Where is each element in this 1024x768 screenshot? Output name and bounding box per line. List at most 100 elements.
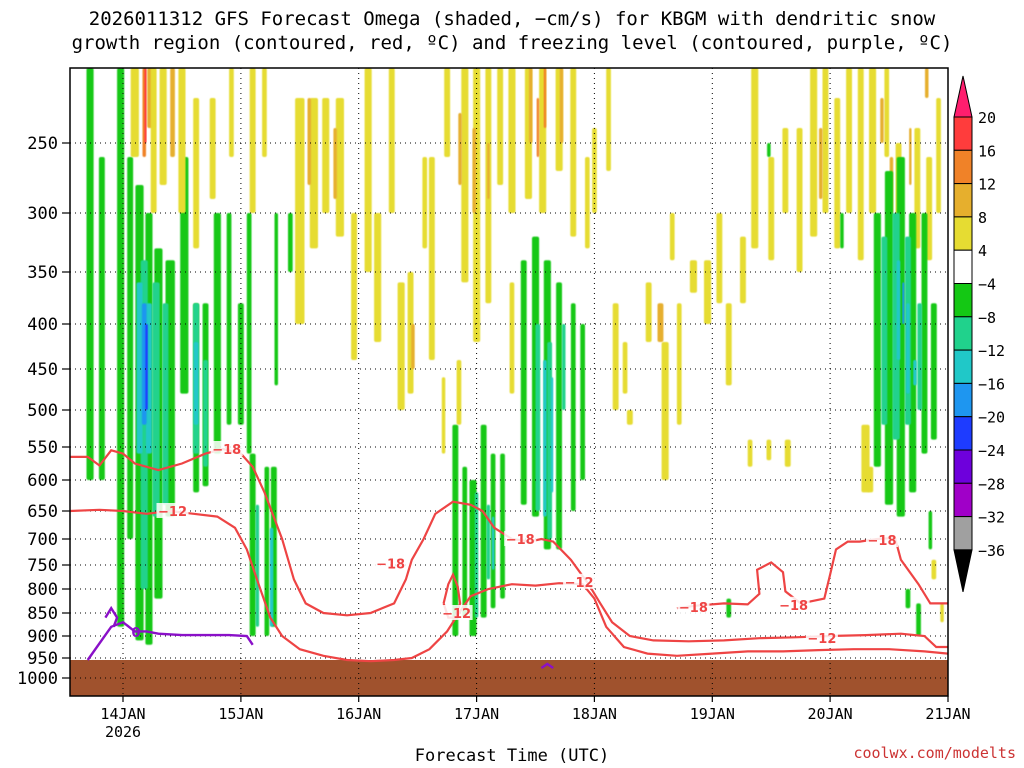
x-year-label: 2026 <box>105 723 141 741</box>
omega-cell-85 <box>500 453 505 599</box>
omega-cell-46 <box>309 98 318 249</box>
x-tick-label-2: 16JAN <box>336 705 381 723</box>
omega-cell-38 <box>178 68 186 213</box>
omega-cell-40 <box>209 98 216 199</box>
omega-cell-98 <box>550 377 554 493</box>
omega-cell-162 <box>928 511 933 550</box>
omega-cell-113 <box>716 213 723 304</box>
colorbar-label-11: −28 <box>978 475 1005 493</box>
omega-cell-88 <box>491 516 495 570</box>
y-tick-label-1: 300 <box>27 204 58 224</box>
red-label-bg-0 <box>210 441 243 456</box>
y-tick-label-2: 350 <box>27 263 58 283</box>
y-tick-label-4: 450 <box>27 360 58 380</box>
omega-cell-125 <box>869 68 877 213</box>
omega-cell-89 <box>520 260 527 505</box>
omega-cell-94 <box>580 324 585 480</box>
omega-cell-12 <box>226 213 232 425</box>
omega-cell-55 <box>422 157 428 249</box>
omega-cell-107 <box>657 303 664 342</box>
red-contour-label-3: −18 <box>506 533 535 548</box>
omega-cell-112 <box>704 260 712 324</box>
omega-cell-19 <box>203 360 208 467</box>
omega-cell-126 <box>884 68 890 157</box>
omega-cell-137 <box>766 439 772 461</box>
omega-cell-79 <box>606 68 611 171</box>
omega-cell-17 <box>162 303 169 505</box>
omega-cell-120 <box>810 68 818 237</box>
y-axis: 250 300 350 400 450 500 550 600 650 700 750 800 850 9… <box>17 134 70 689</box>
omega-cell-114 <box>725 303 732 386</box>
omega-cell-60 <box>444 68 451 157</box>
omega-cell-26 <box>264 466 270 636</box>
colorbar-label-0: 20 <box>978 109 996 127</box>
omega-cell-110 <box>676 303 682 425</box>
omega-cell-151 <box>896 260 901 360</box>
colorbar-label-2: 12 <box>978 176 996 194</box>
omega-cell-111 <box>689 260 697 293</box>
omega-cell-65 <box>508 68 516 213</box>
omega-cell-86 <box>474 492 479 618</box>
omega-cell-43 <box>262 68 267 157</box>
omega-cell-32 <box>130 68 139 157</box>
red-label-bg-9 <box>866 532 898 547</box>
omega-cell-71 <box>458 113 462 185</box>
red-contour-label-9: −18 <box>868 534 897 549</box>
x-tick-label-3: 17JAN <box>454 705 499 723</box>
omega-cell-155 <box>726 598 732 618</box>
omega-cell-78 <box>592 128 597 213</box>
plot-frame <box>69 67 949 697</box>
omega-cell-48 <box>335 98 344 237</box>
credit-text: coolwx.com/modelts <box>853 744 1016 762</box>
omega-shading <box>86 68 944 645</box>
contour-labels: −18 −12 −18 −18 −12 −12 −18 −18 −12 −18 0 <box>131 441 898 647</box>
colorbar-label-5: −4 <box>978 276 996 294</box>
contour-lines <box>70 447 948 669</box>
omega-cell-45 <box>295 98 305 324</box>
omega-cell-51 <box>374 213 382 342</box>
omega-cell-80 <box>452 424 459 636</box>
omega-cell-53 <box>397 282 405 410</box>
colorbar-label-8: −16 <box>978 375 1005 393</box>
colorbar-segment-10 <box>953 416 973 451</box>
omega-cell-70 <box>585 157 590 249</box>
red-contour-label-7: −18 <box>779 599 808 614</box>
y-tick-label-3: 400 <box>27 315 58 335</box>
omega-cell-160 <box>840 213 844 249</box>
omega-cell-105 <box>626 410 633 425</box>
omega-cell-36 <box>144 68 147 143</box>
omega-cell-117 <box>768 157 775 261</box>
x-axis: 14JAN 15JAN 16JAN 17JAN 18JAN 19JAN 20JAN 21JAN… <box>100 696 971 741</box>
snow-growth-contour-0 <box>70 447 948 649</box>
y-tick-label-9: 700 <box>27 530 58 550</box>
y-tick-label-12: 850 <box>27 604 58 624</box>
omega-cell-152 <box>906 303 910 394</box>
colorbar-segment-13 <box>953 516 973 551</box>
omega-cell-24 <box>145 324 148 410</box>
omega-cell-16 <box>152 282 160 517</box>
omega-cell-115 <box>740 236 746 304</box>
colorbar-label-6: −8 <box>978 309 996 327</box>
colorbar-segment-5 <box>953 249 973 284</box>
omega-cell-119 <box>796 128 803 272</box>
red-contour-label-0: −18 <box>212 443 241 458</box>
omega-cell-11 <box>213 213 221 454</box>
y-tick-label-10: 750 <box>27 556 58 576</box>
omega-cell-56 <box>428 157 435 360</box>
omega-cell-50 <box>364 68 372 272</box>
red-label-bg-2 <box>374 555 407 571</box>
omega-cell-64 <box>497 68 504 185</box>
y-tick-label-8: 650 <box>27 502 58 522</box>
omega-cell-81 <box>462 466 468 618</box>
x-tick-label-0: 14JAN <box>100 705 145 723</box>
omega-cell-49 <box>351 213 357 360</box>
omega-cell-121 <box>822 68 829 213</box>
omega-cell-134 <box>909 128 912 185</box>
snow-growth-contour-1 <box>70 508 948 663</box>
freezing-level-contour-0 <box>86 620 254 661</box>
omega-cell-141 <box>873 213 881 467</box>
omega-cell-31 <box>288 213 293 272</box>
omega-cell-124 <box>857 68 864 261</box>
purple-contour-label-0: 0 <box>131 626 140 641</box>
